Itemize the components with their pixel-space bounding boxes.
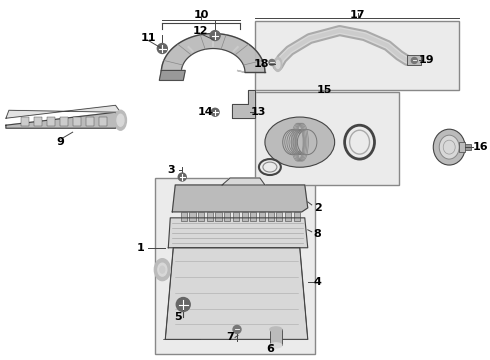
- Bar: [459, 142, 465, 152]
- Polygon shape: [232, 90, 255, 118]
- Ellipse shape: [265, 117, 335, 167]
- Polygon shape: [222, 178, 265, 185]
- Ellipse shape: [276, 60, 280, 68]
- Bar: [250, 212, 256, 221]
- Bar: [268, 212, 273, 221]
- Bar: [407, 55, 421, 66]
- Bar: [73, 117, 81, 126]
- Ellipse shape: [270, 327, 282, 332]
- Bar: [86, 117, 94, 126]
- Text: 13: 13: [250, 107, 266, 117]
- Text: 2: 2: [314, 203, 321, 213]
- Circle shape: [178, 173, 186, 181]
- Polygon shape: [165, 248, 308, 339]
- Text: 12: 12: [193, 26, 208, 36]
- Bar: [233, 212, 239, 221]
- Text: 3: 3: [168, 165, 175, 175]
- Polygon shape: [6, 105, 121, 118]
- Bar: [259, 212, 265, 221]
- Polygon shape: [168, 218, 308, 248]
- Text: 5: 5: [174, 312, 182, 323]
- Bar: [242, 212, 247, 221]
- Polygon shape: [6, 112, 121, 128]
- Circle shape: [233, 325, 241, 333]
- Ellipse shape: [158, 263, 167, 276]
- Bar: [34, 117, 42, 126]
- Bar: [294, 212, 300, 221]
- Ellipse shape: [283, 130, 302, 155]
- Ellipse shape: [115, 110, 126, 130]
- Polygon shape: [172, 185, 308, 212]
- Bar: [216, 212, 221, 221]
- Bar: [21, 117, 29, 126]
- Circle shape: [269, 59, 275, 66]
- Text: 7: 7: [226, 332, 234, 342]
- Bar: [60, 117, 68, 126]
- Bar: [255, 92, 399, 185]
- Polygon shape: [159, 71, 185, 80]
- Bar: [255, 21, 459, 90]
- Bar: [181, 212, 187, 221]
- Ellipse shape: [154, 259, 171, 280]
- Text: 8: 8: [314, 229, 321, 239]
- Ellipse shape: [297, 130, 317, 155]
- Text: 14: 14: [197, 107, 213, 117]
- Circle shape: [210, 31, 220, 41]
- Bar: [270, 329, 282, 345]
- Ellipse shape: [274, 58, 282, 71]
- Text: 18: 18: [253, 59, 269, 69]
- Circle shape: [176, 298, 190, 311]
- Bar: [155, 178, 315, 354]
- Bar: [198, 212, 204, 221]
- Bar: [224, 212, 230, 221]
- Bar: [207, 212, 213, 221]
- Text: 1: 1: [137, 243, 144, 253]
- Ellipse shape: [270, 343, 282, 348]
- Ellipse shape: [117, 114, 124, 126]
- Text: 9: 9: [57, 137, 65, 147]
- Circle shape: [412, 58, 417, 63]
- Bar: [461, 144, 471, 150]
- Bar: [190, 212, 196, 221]
- Bar: [276, 212, 282, 221]
- Circle shape: [157, 44, 167, 54]
- Text: 15: 15: [317, 85, 332, 95]
- Text: 11: 11: [141, 32, 156, 42]
- Ellipse shape: [443, 140, 455, 154]
- Ellipse shape: [433, 129, 465, 165]
- Text: 19: 19: [418, 55, 434, 66]
- Text: 17: 17: [350, 10, 366, 20]
- Ellipse shape: [439, 135, 459, 159]
- Circle shape: [211, 108, 219, 116]
- Text: 6: 6: [266, 345, 274, 354]
- Bar: [285, 212, 291, 221]
- Bar: [47, 117, 55, 126]
- Text: 10: 10: [194, 10, 209, 20]
- Text: 16: 16: [472, 142, 488, 152]
- Polygon shape: [161, 33, 265, 72]
- Ellipse shape: [160, 266, 165, 273]
- Bar: [98, 117, 106, 126]
- Text: 4: 4: [314, 276, 321, 287]
